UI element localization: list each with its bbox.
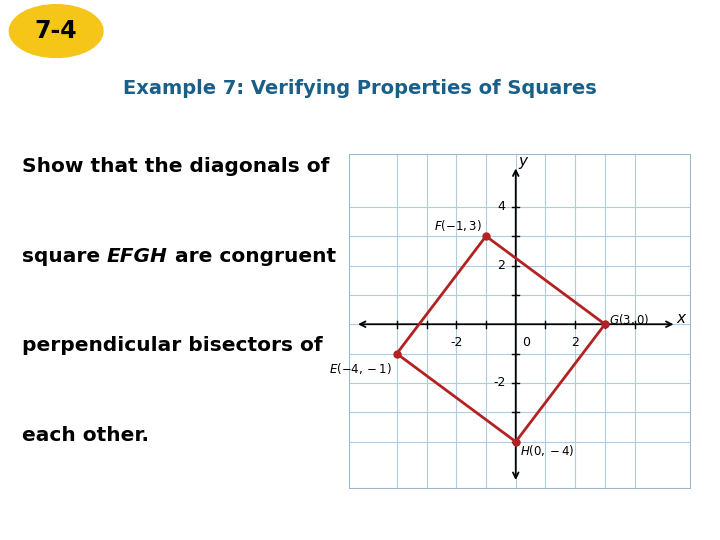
Text: Properties of Special Parallelograms: Properties of Special Parallelograms	[112, 18, 655, 44]
Text: y: y	[518, 154, 528, 168]
Text: -2: -2	[493, 376, 505, 389]
Ellipse shape	[9, 5, 103, 57]
Text: perpendicular bisectors of: perpendicular bisectors of	[22, 336, 323, 355]
Text: 4: 4	[498, 200, 505, 213]
Text: Holt Geometry: Holt Geometry	[14, 513, 129, 526]
Text: Example 7: Verifying Properties of Squares: Example 7: Verifying Properties of Squar…	[123, 79, 597, 98]
Text: 0: 0	[522, 336, 530, 349]
Text: each other.: each other.	[22, 426, 148, 444]
Text: 7-4: 7-4	[35, 19, 78, 43]
Text: Copyright © by Holt, Rinehart and Winston. All Rights Reserved.: Copyright © by Holt, Rinehart and Winsto…	[413, 515, 706, 524]
Text: 2: 2	[498, 259, 505, 272]
Bar	[349, 154, 691, 489]
Text: $F(-1, 3)$: $F(-1, 3)$	[433, 218, 482, 233]
Text: $G(3, 0)$: $G(3, 0)$	[609, 312, 649, 327]
Text: x: x	[676, 312, 685, 327]
Text: -2: -2	[450, 336, 462, 349]
Text: EFGH: EFGH	[107, 247, 168, 266]
Text: are congruent: are congruent	[168, 247, 336, 266]
Text: 2: 2	[571, 336, 579, 349]
Text: Show that the diagonals of: Show that the diagonals of	[22, 157, 329, 177]
Text: $E(-4, -1)$: $E(-4, -1)$	[330, 361, 392, 376]
Text: square: square	[22, 247, 107, 266]
Text: $H(0, -4)$: $H(0, -4)$	[520, 443, 575, 458]
